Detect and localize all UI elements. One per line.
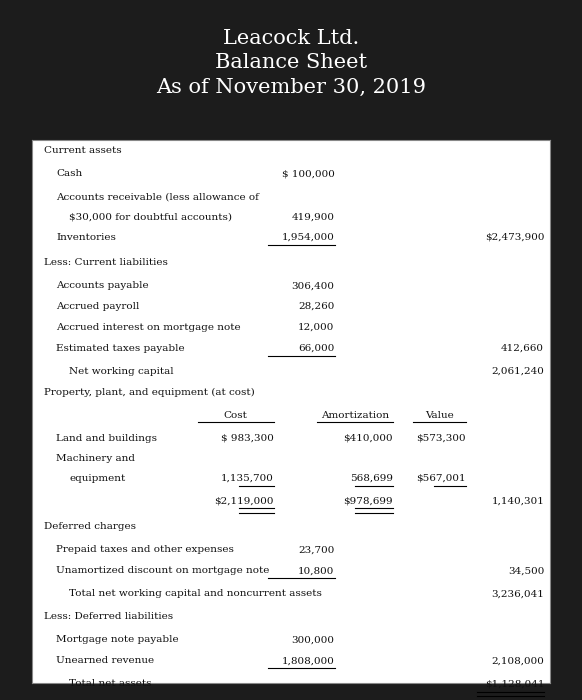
Text: 568,699: 568,699 xyxy=(350,474,393,483)
Text: 306,400: 306,400 xyxy=(292,281,335,290)
Text: 1,140,301: 1,140,301 xyxy=(491,497,544,506)
Text: 10,800: 10,800 xyxy=(298,566,335,575)
Text: $2,119,000: $2,119,000 xyxy=(214,497,274,506)
Text: Total net assets: Total net assets xyxy=(69,680,152,688)
Text: $978,699: $978,699 xyxy=(343,497,393,506)
Text: Less: Current liabilities: Less: Current liabilities xyxy=(44,258,168,267)
Text: Unamortized discount on mortgage note: Unamortized discount on mortgage note xyxy=(56,566,270,575)
Text: 28,260: 28,260 xyxy=(298,302,335,312)
Text: Accounts payable: Accounts payable xyxy=(56,281,149,290)
Text: 66,000: 66,000 xyxy=(298,344,335,353)
Text: Net working capital: Net working capital xyxy=(69,367,174,376)
Text: 419,900: 419,900 xyxy=(292,213,335,221)
Text: Prepaid taxes and other expenses: Prepaid taxes and other expenses xyxy=(56,545,235,554)
Text: Cost: Cost xyxy=(223,411,248,420)
Text: Current assets: Current assets xyxy=(44,146,121,155)
Text: Mortgage note payable: Mortgage note payable xyxy=(56,636,179,645)
Text: $30,000 for doubtful accounts): $30,000 for doubtful accounts) xyxy=(69,213,232,221)
Text: $410,000: $410,000 xyxy=(343,434,393,443)
Text: Leacock Ltd.: Leacock Ltd. xyxy=(223,29,359,48)
Text: $567,001: $567,001 xyxy=(416,474,466,483)
Text: Estimated taxes payable: Estimated taxes payable xyxy=(56,344,185,353)
Text: $1,128,041: $1,128,041 xyxy=(485,680,544,688)
Text: Land and buildings: Land and buildings xyxy=(56,434,158,443)
Text: 2,108,000: 2,108,000 xyxy=(491,657,544,665)
Text: 412,660: 412,660 xyxy=(501,344,544,353)
Text: 23,700: 23,700 xyxy=(298,545,335,554)
Text: As of November 30, 2019: As of November 30, 2019 xyxy=(156,78,426,97)
Text: Deferred charges: Deferred charges xyxy=(44,522,136,531)
Text: $ 983,300: $ 983,300 xyxy=(221,434,274,443)
Text: 1,135,700: 1,135,700 xyxy=(221,474,274,483)
Text: $573,300: $573,300 xyxy=(416,434,466,443)
Text: 34,500: 34,500 xyxy=(508,566,544,575)
Text: Value: Value xyxy=(425,411,454,420)
Text: 1,808,000: 1,808,000 xyxy=(282,657,335,665)
Text: equipment: equipment xyxy=(69,474,126,483)
Text: Accrued payroll: Accrued payroll xyxy=(56,302,140,312)
Text: 1,954,000: 1,954,000 xyxy=(282,233,335,242)
Text: 12,000: 12,000 xyxy=(298,323,335,332)
Text: Amortization: Amortization xyxy=(321,411,389,420)
Text: Machinery and: Machinery and xyxy=(56,454,136,463)
Text: Unearned revenue: Unearned revenue xyxy=(56,657,155,665)
Text: 2,061,240: 2,061,240 xyxy=(491,367,544,376)
Text: Accounts receivable (less allowance of: Accounts receivable (less allowance of xyxy=(56,193,260,201)
Text: $2,473,900: $2,473,900 xyxy=(485,233,544,242)
Text: Cash: Cash xyxy=(56,169,83,178)
Text: Accrued interest on mortgage note: Accrued interest on mortgage note xyxy=(56,323,241,332)
Text: Total net working capital and noncurrent assets: Total net working capital and noncurrent… xyxy=(69,589,322,598)
Text: Less: Deferred liabilities: Less: Deferred liabilities xyxy=(44,612,173,622)
Text: Balance Sheet: Balance Sheet xyxy=(215,53,367,73)
Text: Inventories: Inventories xyxy=(56,233,116,242)
Text: Property, plant, and equipment (at cost): Property, plant, and equipment (at cost) xyxy=(44,388,254,397)
Text: 300,000: 300,000 xyxy=(292,636,335,645)
Text: 3,236,041: 3,236,041 xyxy=(491,589,544,598)
Text: $ 100,000: $ 100,000 xyxy=(282,169,335,178)
